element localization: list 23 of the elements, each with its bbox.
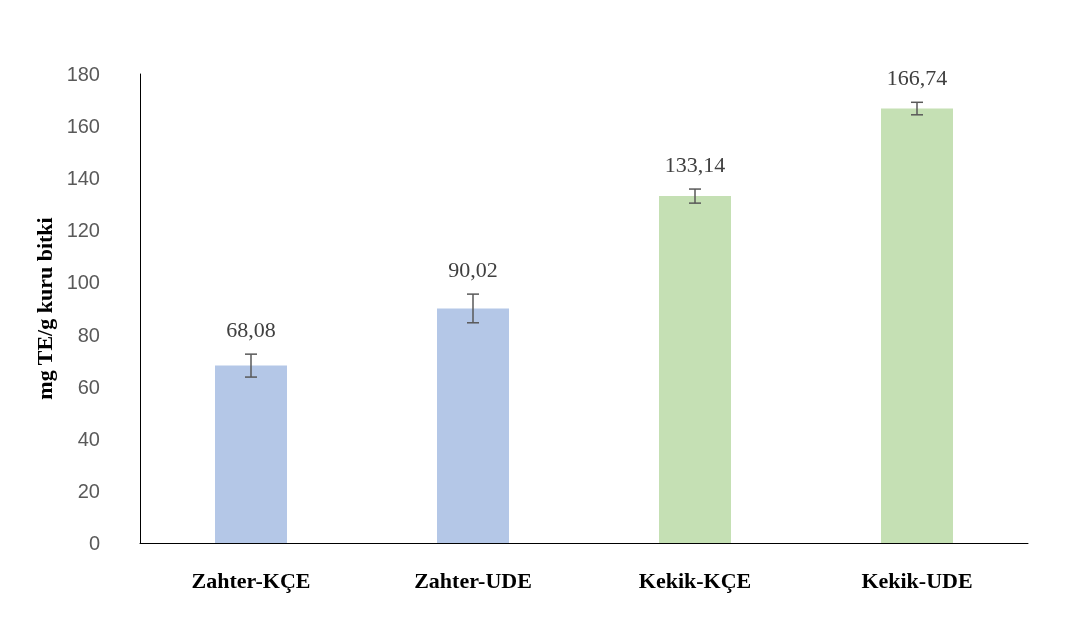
y-axis-title: mg TE/g kuru bitki (32, 217, 58, 400)
y-tick-label: 80 (77, 323, 100, 346)
x-tick-label: Kekik-UDE (861, 567, 973, 593)
y-tick-label: 180 (66, 63, 100, 85)
x-tick-label: Zahter-KÇE (191, 567, 311, 593)
data-label: 166,74 (886, 64, 948, 90)
y-tick-label: 40 (77, 427, 100, 450)
y-tick-label: 60 (77, 375, 100, 398)
y-tick-label: 20 (77, 479, 100, 502)
bar (659, 196, 731, 543)
bar (881, 108, 953, 543)
data-label: 133,14 (664, 151, 726, 177)
bar (215, 365, 287, 543)
data-label: 90,02 (448, 256, 498, 282)
y-tick-label: 140 (66, 167, 100, 190)
data-label: 68,08 (226, 316, 276, 342)
bar (437, 308, 509, 543)
y-tick-label: 0 (88, 532, 100, 554)
x-tick-label: Kekik-KÇE (638, 567, 752, 593)
y-tick-label: 120 (66, 219, 100, 242)
x-tick-label: Zahter-UDE (414, 567, 532, 593)
y-tick-label: 100 (66, 271, 100, 294)
y-tick-label: 160 (66, 115, 100, 138)
